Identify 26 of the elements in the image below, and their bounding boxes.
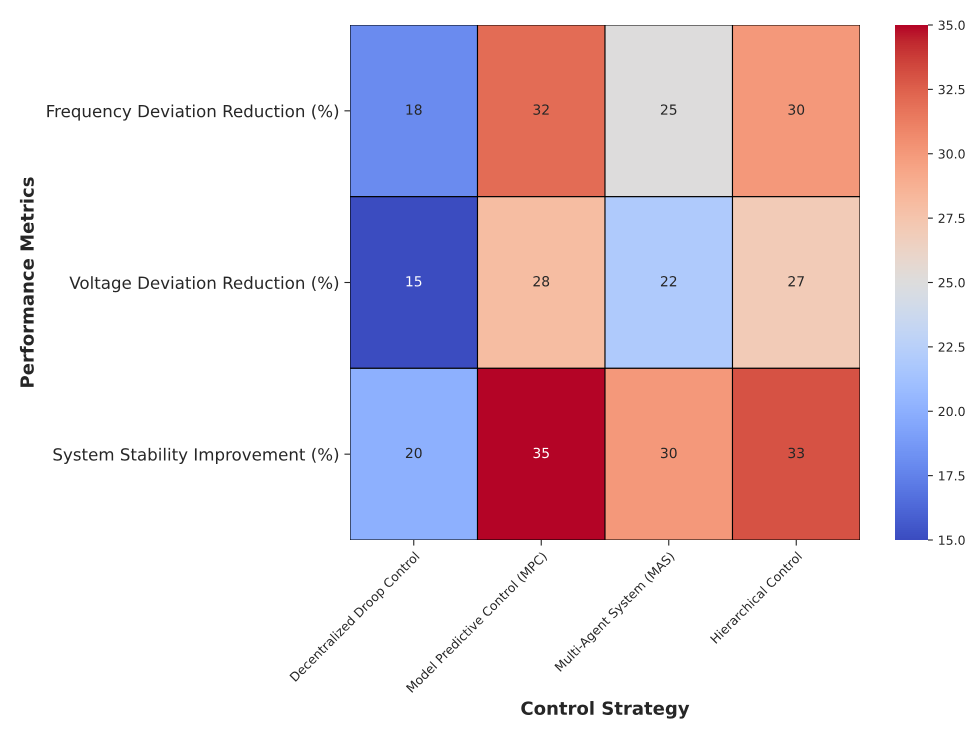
color-bar-label: 35.0 <box>938 20 965 30</box>
color-bar-label: 30.0 <box>938 149 965 159</box>
color-bar-label: 17.5 <box>939 471 964 481</box>
color-bar-label: 32.5 <box>938 84 964 94</box>
color-bar-label: 25.0 <box>938 278 965 288</box>
data-label: 20 <box>406 448 422 458</box>
color-bar-label: 22.5 <box>938 342 964 352</box>
color-bar-label: 27.5 <box>938 214 964 224</box>
data-label: 22 <box>660 276 676 286</box>
data-label: 15 <box>406 276 422 287</box>
color-bar-label: 20.0 <box>938 406 965 416</box>
color-bar-label: 15.0 <box>939 535 965 545</box>
data-label: 18 <box>406 104 422 115</box>
data-label: 32 <box>533 104 549 115</box>
x-axis-title: Control Strategy <box>521 701 690 719</box>
y-axis-title: Performance Metrics <box>20 177 34 387</box>
data-label: 27 <box>788 276 804 286</box>
y-tick-label: System Stability Improvement (%) <box>53 448 338 464</box>
data-label: 30 <box>788 104 804 115</box>
y-tick-label: Voltage Deviation Reduction (%) <box>69 276 338 292</box>
data-label: 25 <box>660 104 676 115</box>
data-label: 28 <box>533 276 550 287</box>
data-label: 35 <box>533 448 549 458</box>
y-tick-label: Frequency Deviation Reduction (%) <box>47 104 338 121</box>
data-label: 33 <box>788 448 804 458</box>
data-label: 30 <box>660 448 677 458</box>
